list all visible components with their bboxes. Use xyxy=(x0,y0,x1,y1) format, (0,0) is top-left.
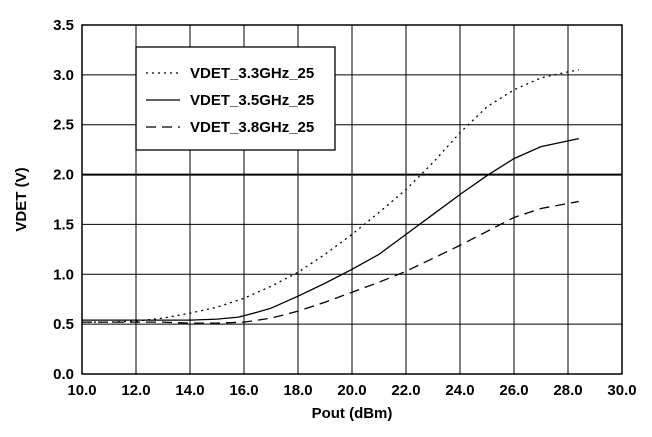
plot-frame xyxy=(81,24,623,375)
series-line-3 xyxy=(82,200,579,324)
y-axis-label: VDET (V) xyxy=(13,167,30,231)
x-tick-label: 28.0 xyxy=(553,382,582,399)
y-tick-label: 3.5 xyxy=(53,17,74,34)
x-tick-label: 30.0 xyxy=(607,382,636,399)
chart-series-group xyxy=(82,69,579,324)
x-tick-label: 22.0 xyxy=(391,382,420,399)
x-tick-label: 14.0 xyxy=(175,382,204,399)
legend: VDET_3.3GHz_25 VDET_3.5GHz_25 VDET_3.8GHz_… xyxy=(135,46,336,151)
x-tick-label: 12.0 xyxy=(121,382,150,399)
y-tick-label: 0.5 xyxy=(53,316,74,333)
x-tick-labels: 10.0 12.0 14.0 16.0 18.0 20.0 22.0 24.0 26.0 28.0… xyxy=(67,382,636,399)
x-tick-label: 20.0 xyxy=(337,382,366,399)
legend-box xyxy=(135,46,336,151)
x-tick-label: 26.0 xyxy=(499,382,528,399)
y-tick-label: 0.0 xyxy=(53,366,74,383)
legend-label: VDET_3.5GHz_25 xyxy=(190,92,314,109)
x-tick-label: 18.0 xyxy=(283,382,312,399)
legend-label: VDET_3.3GHz_25 xyxy=(190,65,314,82)
x-tick-label: 24.0 xyxy=(445,382,474,399)
y-tick-label: 1.5 xyxy=(53,216,74,233)
series-line-2 xyxy=(82,138,579,321)
y-tick-label: 3.0 xyxy=(53,67,74,84)
y-tick-labels: 0.0 0.5 1.0 1.5 2.0 2.5 3.0 3.5 xyxy=(53,17,74,383)
x-tick-label: 16.0 xyxy=(229,382,258,399)
x-axis-label: Pout (dBm) xyxy=(312,405,393,422)
x-tick-label: 10.0 xyxy=(67,382,96,399)
legend-label: VDET_3.8GHz_25 xyxy=(190,119,314,136)
y-tick-label: 2.5 xyxy=(53,117,74,134)
y-tick-label: 2.0 xyxy=(53,167,74,184)
y-tick-label: 1.0 xyxy=(53,266,74,283)
series-line-1 xyxy=(82,69,579,323)
